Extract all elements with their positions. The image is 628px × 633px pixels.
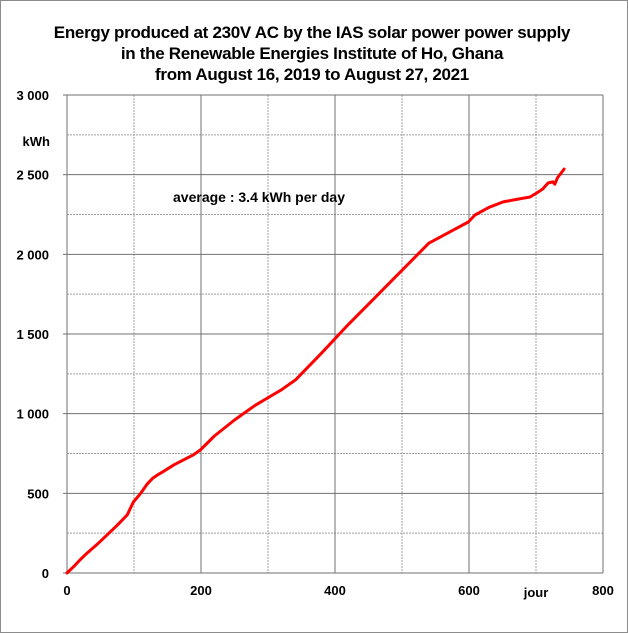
series-group (65, 167, 566, 575)
y-tick-label: 0 (42, 566, 49, 581)
x-axis-label: jour (523, 585, 549, 600)
average-annotation: average : 3.4 kWh per day (173, 189, 345, 205)
grid (67, 94, 604, 573)
y-tick-label: 500 (27, 486, 49, 501)
series-line (65, 167, 566, 575)
y-tick-label: 1 500 (16, 327, 49, 342)
x-tick-label: 800 (592, 583, 614, 598)
y-tick-label: 3 000 (16, 88, 49, 103)
x-tick-label: 0 (63, 583, 70, 598)
title-line-3: from August 16, 2019 to August 27, 2021 (155, 65, 469, 84)
tick-labels: 0 500 1 000 1 500 2 000 2 500 3 000 0 200 400 600 8… (16, 88, 613, 598)
y-tick-label: 2 000 (16, 247, 49, 262)
y-axis-label: kWh (23, 134, 51, 149)
x-tick-label: 200 (190, 583, 212, 598)
title-line-2: in the Renewable Energies Institute of H… (121, 44, 504, 63)
y-tick-label: 2 500 (16, 168, 49, 183)
x-tick-label: 400 (324, 583, 346, 598)
title-line-1: Energy produced at 230V AC by the IAS so… (54, 23, 571, 42)
y-tick-label: 1 000 (16, 407, 49, 422)
chart-title: Energy produced at 230V AC by the IAS so… (54, 23, 572, 84)
x-tick-label: 600 (458, 583, 480, 598)
